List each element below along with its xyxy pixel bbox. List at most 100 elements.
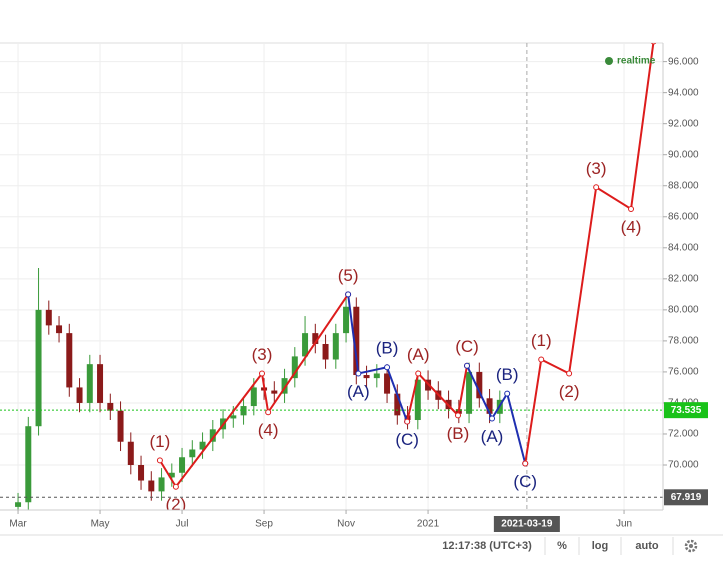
candle-body	[384, 373, 391, 394]
wave-label: (A)	[407, 345, 430, 364]
candle-body	[322, 343, 329, 360]
candle-body	[353, 306, 360, 376]
x-tick-label: Jul	[176, 519, 189, 530]
wave-label: (1)	[531, 331, 552, 350]
wave-point	[504, 390, 511, 397]
candle-body	[343, 306, 350, 334]
y-tick-label: 96.000	[668, 56, 699, 67]
candle-body	[97, 364, 104, 403]
candle-body	[250, 387, 257, 407]
wave-label: (B)	[496, 365, 519, 384]
toolbar	[0, 535, 723, 557]
candle-body	[230, 415, 237, 419]
wave-label: (3)	[586, 159, 607, 178]
wave-point	[345, 291, 352, 298]
x-tick-label: 2021	[417, 519, 440, 530]
low-line-box	[664, 489, 708, 506]
candle-body	[35, 309, 42, 427]
candle-body	[281, 378, 288, 394]
x-tick-label: Nov	[337, 519, 355, 530]
candle-body	[271, 390, 278, 394]
candle-body	[179, 457, 186, 473]
settings-button[interactable]	[684, 539, 698, 553]
wave-point	[384, 364, 391, 371]
y-tick-label: 88.000	[668, 180, 699, 191]
low-line-label: 67.919	[671, 492, 702, 503]
y-tick-label: 84.000	[668, 242, 699, 253]
candle-body	[15, 502, 22, 507]
candle-body	[312, 333, 319, 344]
y-tick-label: 86.000	[668, 211, 699, 222]
wave-point	[651, 43, 657, 45]
candle-body	[414, 379, 421, 421]
candle-body	[189, 449, 196, 458]
wave-label: (3)	[252, 345, 273, 364]
x-tick-label: Sep	[255, 519, 273, 530]
wave-label: (1)	[150, 432, 171, 451]
status-dot	[605, 57, 613, 65]
candle-body	[332, 333, 339, 360]
wave-label: (4)	[621, 217, 642, 236]
candle-body	[138, 465, 145, 481]
wave-line	[466, 365, 527, 464]
wave-label: (5)	[338, 266, 359, 285]
candle-body	[373, 373, 380, 379]
wave-point	[593, 184, 600, 191]
auto-button[interactable]: auto	[635, 540, 659, 552]
candle-body	[476, 371, 483, 399]
wave-label: (C)	[395, 430, 419, 449]
y-tick-label: 90.000	[668, 149, 699, 160]
candle-body	[66, 333, 73, 388]
wave-label: (A)	[481, 427, 504, 446]
wave-label: (C)	[513, 472, 537, 491]
log-button[interactable]: log	[592, 540, 609, 552]
candle-body	[291, 356, 298, 379]
wave-label: (B)	[447, 424, 470, 443]
candle-body	[127, 441, 134, 466]
axes: 70.00072.00074.00076.00078.00080.00082.0…	[9, 56, 708, 532]
wave-label: (A)	[347, 382, 370, 401]
candle-body	[302, 333, 309, 357]
candle-body	[107, 402, 114, 411]
candle-body	[117, 410, 124, 442]
plot: (1) (2) (3) (4) (5) (A) (B) (C) (A) (B) (C) (A) (B) (…	[0, 43, 663, 514]
candle-body	[148, 480, 155, 492]
crosshair-box	[493, 516, 560, 532]
current-price-box	[664, 402, 708, 419]
wave-label: (C)	[455, 337, 479, 356]
wave-line	[406, 365, 468, 422]
x-tick-label: Mar	[9, 519, 27, 530]
wave-point	[464, 362, 471, 369]
wave-point	[259, 370, 266, 377]
candle-body	[76, 387, 83, 403]
crosshair-label: 2021-03-19	[501, 519, 553, 530]
y-tick-label: 78.000	[668, 336, 699, 347]
wave-point	[404, 418, 411, 425]
status: realtime	[617, 56, 656, 67]
candle-body	[466, 371, 473, 414]
wave-point	[522, 460, 529, 467]
wave-point	[538, 356, 545, 363]
current-price-label: 73.535	[671, 405, 702, 416]
y-tick-label: 76.000	[668, 367, 699, 378]
wave-label: (2)	[166, 495, 187, 514]
wave-point	[156, 457, 163, 464]
grid	[0, 43, 663, 510]
candle-body	[363, 375, 370, 379]
wave-point	[454, 412, 461, 419]
wave-line	[524, 43, 655, 464]
wave-point	[355, 370, 362, 377]
y-tick-label: 92.000	[668, 118, 699, 129]
x-tick-label: May	[91, 519, 110, 530]
candle-body	[240, 406, 247, 416]
candle-body	[25, 426, 32, 503]
candle-body	[209, 429, 216, 442]
candle-body	[56, 325, 63, 334]
candle-body	[86, 364, 93, 403]
wave-point	[415, 370, 422, 377]
percent-button[interactable]: %	[557, 540, 567, 552]
wave-label: (4)	[258, 421, 279, 440]
candle-body	[158, 477, 165, 492]
y-tick-label: 82.000	[668, 273, 699, 284]
